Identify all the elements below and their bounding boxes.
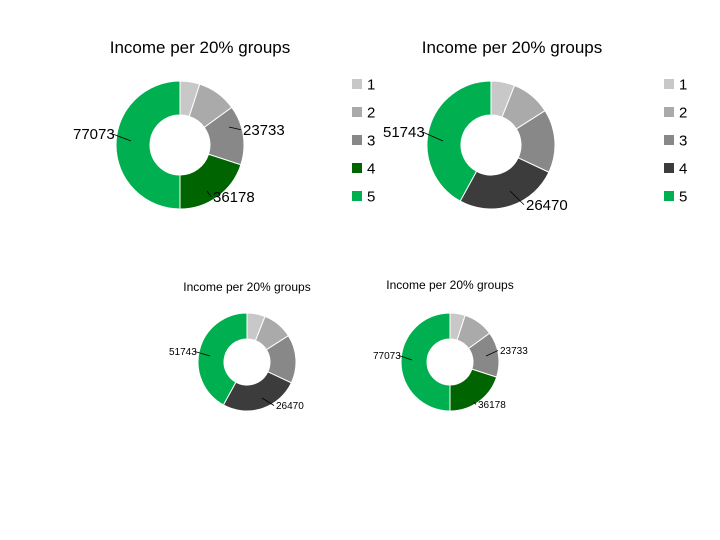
legend-swatch-5	[352, 191, 362, 201]
leader-line-5	[398, 355, 413, 361]
chart-4-data-labels: 23733 36178 77073	[373, 346, 528, 411]
data-label-5: 51743	[383, 124, 425, 141]
legend-label-2: 2	[679, 104, 687, 121]
legend-label-1: 1	[367, 76, 375, 93]
data-label-4: 36178	[213, 189, 255, 206]
chart-4-slices	[400, 312, 500, 412]
data-label-5: 77073	[73, 126, 115, 143]
chart-1-title: Income per 20% groups	[110, 38, 291, 57]
chart-3-data-labels: 26470 51743	[169, 347, 304, 412]
leader-line-4	[473, 401, 477, 405]
data-label-3: 23733	[243, 122, 285, 139]
legend-label-5: 5	[367, 188, 375, 205]
legend-label-4: 4	[367, 160, 375, 177]
data-label-4: 36178	[478, 400, 506, 411]
chart-2-slices	[426, 80, 556, 210]
legend-swatch-3	[352, 135, 362, 145]
legend-swatch-1	[352, 79, 362, 89]
chart-2-title: Income per 20% groups	[422, 38, 603, 57]
data-label-5: 51743	[169, 347, 197, 358]
chart-4-title: Income per 20% groups	[386, 278, 513, 292]
legend-swatch-2	[664, 107, 674, 117]
legend-label-3: 3	[679, 132, 687, 149]
legend-swatch-5	[664, 191, 674, 201]
leader-line-4	[509, 190, 525, 206]
chart-2-data-labels: 26470 51743	[383, 124, 568, 214]
legend-label-3: 3	[367, 132, 375, 149]
leader-line-5	[421, 131, 444, 142]
data-label-5: 77073	[373, 351, 401, 362]
leader-line-4	[261, 397, 275, 406]
legend-swatch-4	[664, 163, 674, 173]
chart-1-legend: 1 2 3 4 5	[352, 76, 375, 205]
chart-1-slices	[115, 80, 245, 210]
chart-2-legend: 1 2 3 4 5	[664, 76, 687, 205]
slice-4	[459, 157, 550, 210]
chart-1-data-labels: 23733 36178 77073	[73, 122, 285, 206]
slice-5	[197, 312, 248, 406]
chart-3: Income per 20% groups 26470 51743	[169, 280, 311, 412]
slice-5	[400, 312, 451, 412]
legend-label-4: 4	[679, 160, 687, 177]
slice-5	[115, 80, 181, 210]
data-label-4: 26470	[276, 401, 304, 412]
leader-line-3	[485, 350, 499, 357]
legend-label-5: 5	[679, 188, 687, 205]
data-label-3: 23733	[500, 346, 528, 357]
legend-swatch-1	[664, 79, 674, 89]
legend-swatch-3	[664, 135, 674, 145]
leader-line-4	[206, 190, 212, 197]
legend-label-2: 2	[367, 104, 375, 121]
leader-line-5	[111, 133, 132, 142]
legend-label-1: 1	[679, 76, 687, 93]
chart-2: Income per 20% groups 26470 51743 1 2 3 4 5	[383, 38, 687, 214]
leader-line-5	[194, 351, 211, 357]
legend-swatch-2	[352, 107, 362, 117]
chart-1: Income per 20% groups 23733 36178 77073 1 2…	[73, 38, 375, 210]
slice-5	[426, 80, 492, 202]
chart-3-slices	[197, 312, 297, 412]
legend-swatch-4	[352, 163, 362, 173]
chart-4: Income per 20% groups 23733 36178 77073	[373, 278, 528, 412]
leader-line-3	[228, 126, 242, 131]
chart-3-title: Income per 20% groups	[183, 280, 310, 294]
data-label-4: 26470	[526, 197, 568, 214]
